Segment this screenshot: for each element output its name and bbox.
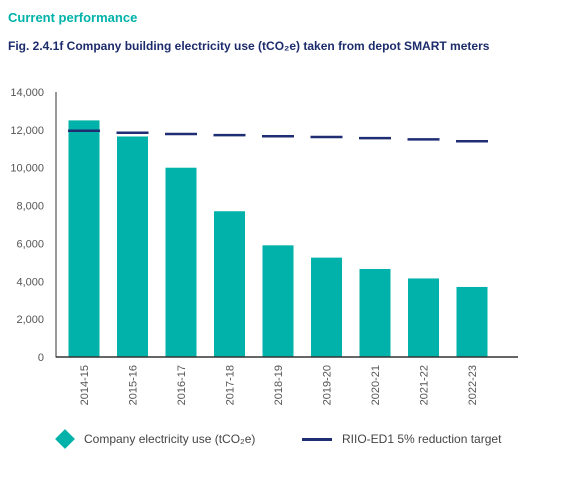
bar <box>311 257 342 357</box>
legend-label-electricity-use: Company electricity use (tCO₂e) <box>84 432 256 446</box>
bar <box>359 268 391 357</box>
x-tick-label: 2021-22 <box>419 365 431 405</box>
section-heading: Current performance <box>8 10 138 25</box>
x-tick-label: 2022-23 <box>467 365 479 405</box>
y-tick-label: 14,000 <box>10 87 44 99</box>
legend-item-reduction-target: RIIO-ED1 5% reduction target <box>302 432 501 446</box>
legend-line-marker <box>302 437 332 441</box>
y-tick-label: 0 <box>38 352 44 364</box>
bar <box>165 167 197 357</box>
y-tick-label: 12,000 <box>10 125 44 137</box>
bar <box>117 136 148 357</box>
y-tick-label: 2,000 <box>16 314 44 326</box>
x-tick-label: 2020-21 <box>370 365 382 405</box>
x-tick-label: 2018-19 <box>273 365 285 405</box>
y-tick-label: 4,000 <box>16 276 44 288</box>
y-tick-label: 10,000 <box>10 163 44 175</box>
y-tick-label: 8,000 <box>16 201 44 213</box>
legend-item-electricity-use: Company electricity use (tCO₂e) <box>55 429 256 449</box>
legend-label-reduction-target: RIIO-ED1 5% reduction target <box>342 432 502 446</box>
legend-diamond-marker <box>55 429 75 449</box>
x-tick-label: 2014-15 <box>79 365 91 405</box>
bar <box>68 120 100 358</box>
x-tick-label: 2015-16 <box>128 365 140 405</box>
x-tick-label: 2017-18 <box>225 365 237 405</box>
bar <box>408 278 439 357</box>
bar <box>456 286 488 357</box>
y-tick-label: 6,000 <box>16 238 44 250</box>
bar <box>214 211 245 357</box>
x-tick-label: 2016-17 <box>176 365 188 405</box>
x-tick-label: 2019-20 <box>322 365 334 405</box>
bar <box>262 245 294 357</box>
figure-title: Fig. 2.4.1f Company building electricity… <box>8 39 490 53</box>
